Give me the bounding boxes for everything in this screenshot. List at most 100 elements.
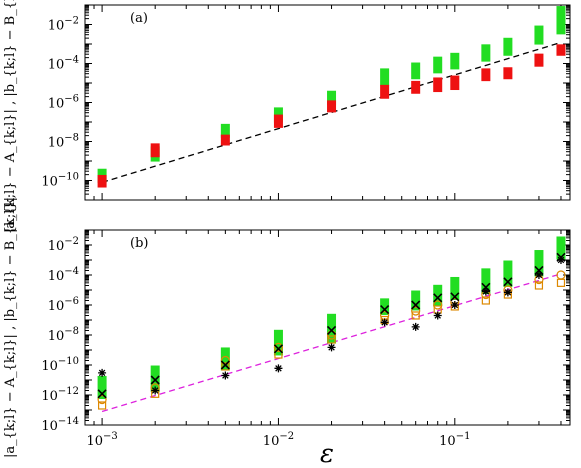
data-point-black-asterisks (450, 301, 459, 309)
data-point-green-squares (97, 376, 107, 399)
data-point-black-asterisks (534, 271, 543, 279)
data-point-orange-circles (411, 306, 421, 316)
x-tick-label: 10−1 (439, 431, 470, 449)
data-point-red-squares (411, 80, 421, 94)
data-point-red-squares (97, 174, 107, 188)
panel-b-marks (97, 236, 566, 413)
x-axis-label: ε (320, 439, 334, 468)
data-point-black-crosses (481, 282, 491, 292)
data-point-red-squares (220, 134, 230, 146)
y-tick-label: 10−2 (48, 16, 79, 34)
data-point-orange-squares (411, 311, 420, 320)
data-point-red-squares (380, 84, 390, 99)
y-tick-label: 10−2 (48, 236, 79, 254)
data-point-black-asterisks (327, 343, 336, 352)
data-point-green-squares (380, 298, 390, 315)
data-point-green-squares (534, 25, 544, 45)
data-point-orange-squares (327, 335, 336, 344)
data-point-black-asterisks (221, 371, 230, 380)
data-point-black-crosses (326, 325, 337, 336)
data-point-black-crosses (411, 300, 421, 310)
data-point-black-crosses (433, 293, 443, 303)
data-point-green-squares (556, 6, 566, 35)
data-point-red-squares (150, 143, 160, 158)
panel-a-ylabel: |a_{k;l} − A_{k;l}| , |b_{k;l} − B_{k;l}… (3, 0, 18, 233)
data-point-green-squares (450, 52, 460, 70)
data-point-orange-squares (481, 296, 490, 305)
data-point-red-squares (450, 75, 460, 91)
data-point-red-squares (327, 100, 337, 113)
panel-b: 10−14 10−12 10−10 10−8 10−6 10−4 10−2 10−3 10−2 1… (3, 197, 571, 458)
data-point-orange-circles (97, 394, 107, 405)
data-point-orange-squares (97, 401, 107, 410)
data-point-red-squares (481, 68, 491, 82)
data-point-red-squares (556, 44, 566, 56)
data-point-black-crosses (150, 375, 160, 385)
data-point-black-crosses (97, 389, 107, 399)
data-point-orange-squares (534, 281, 544, 290)
data-point-orange-circles (433, 300, 443, 310)
data-point-black-asterisks (503, 288, 512, 297)
data-point-black-asterisks (481, 287, 490, 296)
data-point-red-squares (433, 77, 443, 93)
data-point-green-squares (380, 68, 390, 86)
y-tick-label: 10−10 (41, 172, 79, 190)
x-tick-label: 10−2 (263, 431, 294, 449)
y-tick-label: 10−10 (41, 356, 79, 374)
data-point-black-asterisks (380, 318, 389, 327)
data-point-green-squares (433, 56, 443, 74)
y-tick-label: 10−4 (48, 266, 79, 284)
y-tick-label: 10−14 (41, 416, 79, 434)
y-tick-label: 10−4 (48, 55, 79, 73)
panel-a-ticks: 10−10 10−8 10−6 10−4 10−2 (41, 4, 570, 201)
x-tick-label: 10−3 (86, 431, 117, 449)
panel-b-ticks: 10−14 10−12 10−10 10−8 10−6 10−4 10−2 10−3 10−2 1… (41, 229, 570, 449)
data-point-green-squares (433, 284, 443, 307)
data-point-green-squares (534, 250, 544, 277)
data-point-green-squares (327, 313, 337, 344)
data-point-black-crosses (273, 344, 284, 354)
y-tick-label: 10−8 (48, 133, 79, 151)
panel-b-label: (b) (130, 236, 148, 251)
data-point-orange-circles (273, 342, 284, 352)
y-tick-label: 10−6 (48, 94, 79, 112)
data-point-black-crosses (503, 277, 513, 287)
data-point-black-asterisks (433, 311, 442, 320)
data-point-black-crosses (450, 292, 460, 302)
panel-a: 10−10 10−8 10−6 10−4 10−2 (a) |a_{k;l} − A_{… (3, 0, 571, 233)
data-point-green-squares (481, 268, 491, 294)
panel-a-marks (97, 6, 566, 188)
y-tick-label: 10−8 (48, 326, 79, 344)
data-point-black-asterisks (411, 322, 420, 331)
data-point-green-squares (556, 236, 566, 260)
data-point-orange-circles (556, 270, 566, 280)
data-point-red-squares (534, 53, 544, 67)
data-point-green-squares (411, 62, 421, 80)
data-point-black-asterisks (151, 386, 160, 395)
data-point-green-squares (503, 260, 513, 287)
data-point-green-squares (150, 365, 160, 392)
data-point-red-squares (503, 67, 513, 80)
data-point-black-asterisks (556, 256, 565, 264)
data-point-green-squares (481, 44, 491, 62)
data-point-black-crosses (380, 304, 390, 315)
data-point-green-squares (450, 276, 460, 300)
data-point-black-asterisks (98, 368, 107, 377)
data-point-green-squares (220, 123, 230, 138)
panel-b-ylabel: |a_{k;l} − A_{k;l}| , |b_{k;l} − B_{k;l}… (3, 197, 18, 458)
data-point-green-squares (411, 290, 421, 311)
data-point-red-squares (273, 114, 283, 128)
data-point-green-squares (220, 347, 230, 371)
data-point-green-squares (273, 329, 283, 356)
y-tick-label: 10−12 (41, 386, 79, 404)
data-point-orange-squares (556, 278, 566, 287)
data-point-black-crosses (220, 360, 230, 370)
data-point-orange-squares (221, 362, 230, 371)
data-point-black-asterisks (274, 364, 283, 373)
data-point-green-squares (327, 90, 337, 105)
y-tick-label: 10−6 (48, 296, 79, 314)
data-point-green-squares (503, 37, 513, 56)
fit-line (101, 41, 562, 184)
panel-a-label: (a) (130, 11, 148, 26)
